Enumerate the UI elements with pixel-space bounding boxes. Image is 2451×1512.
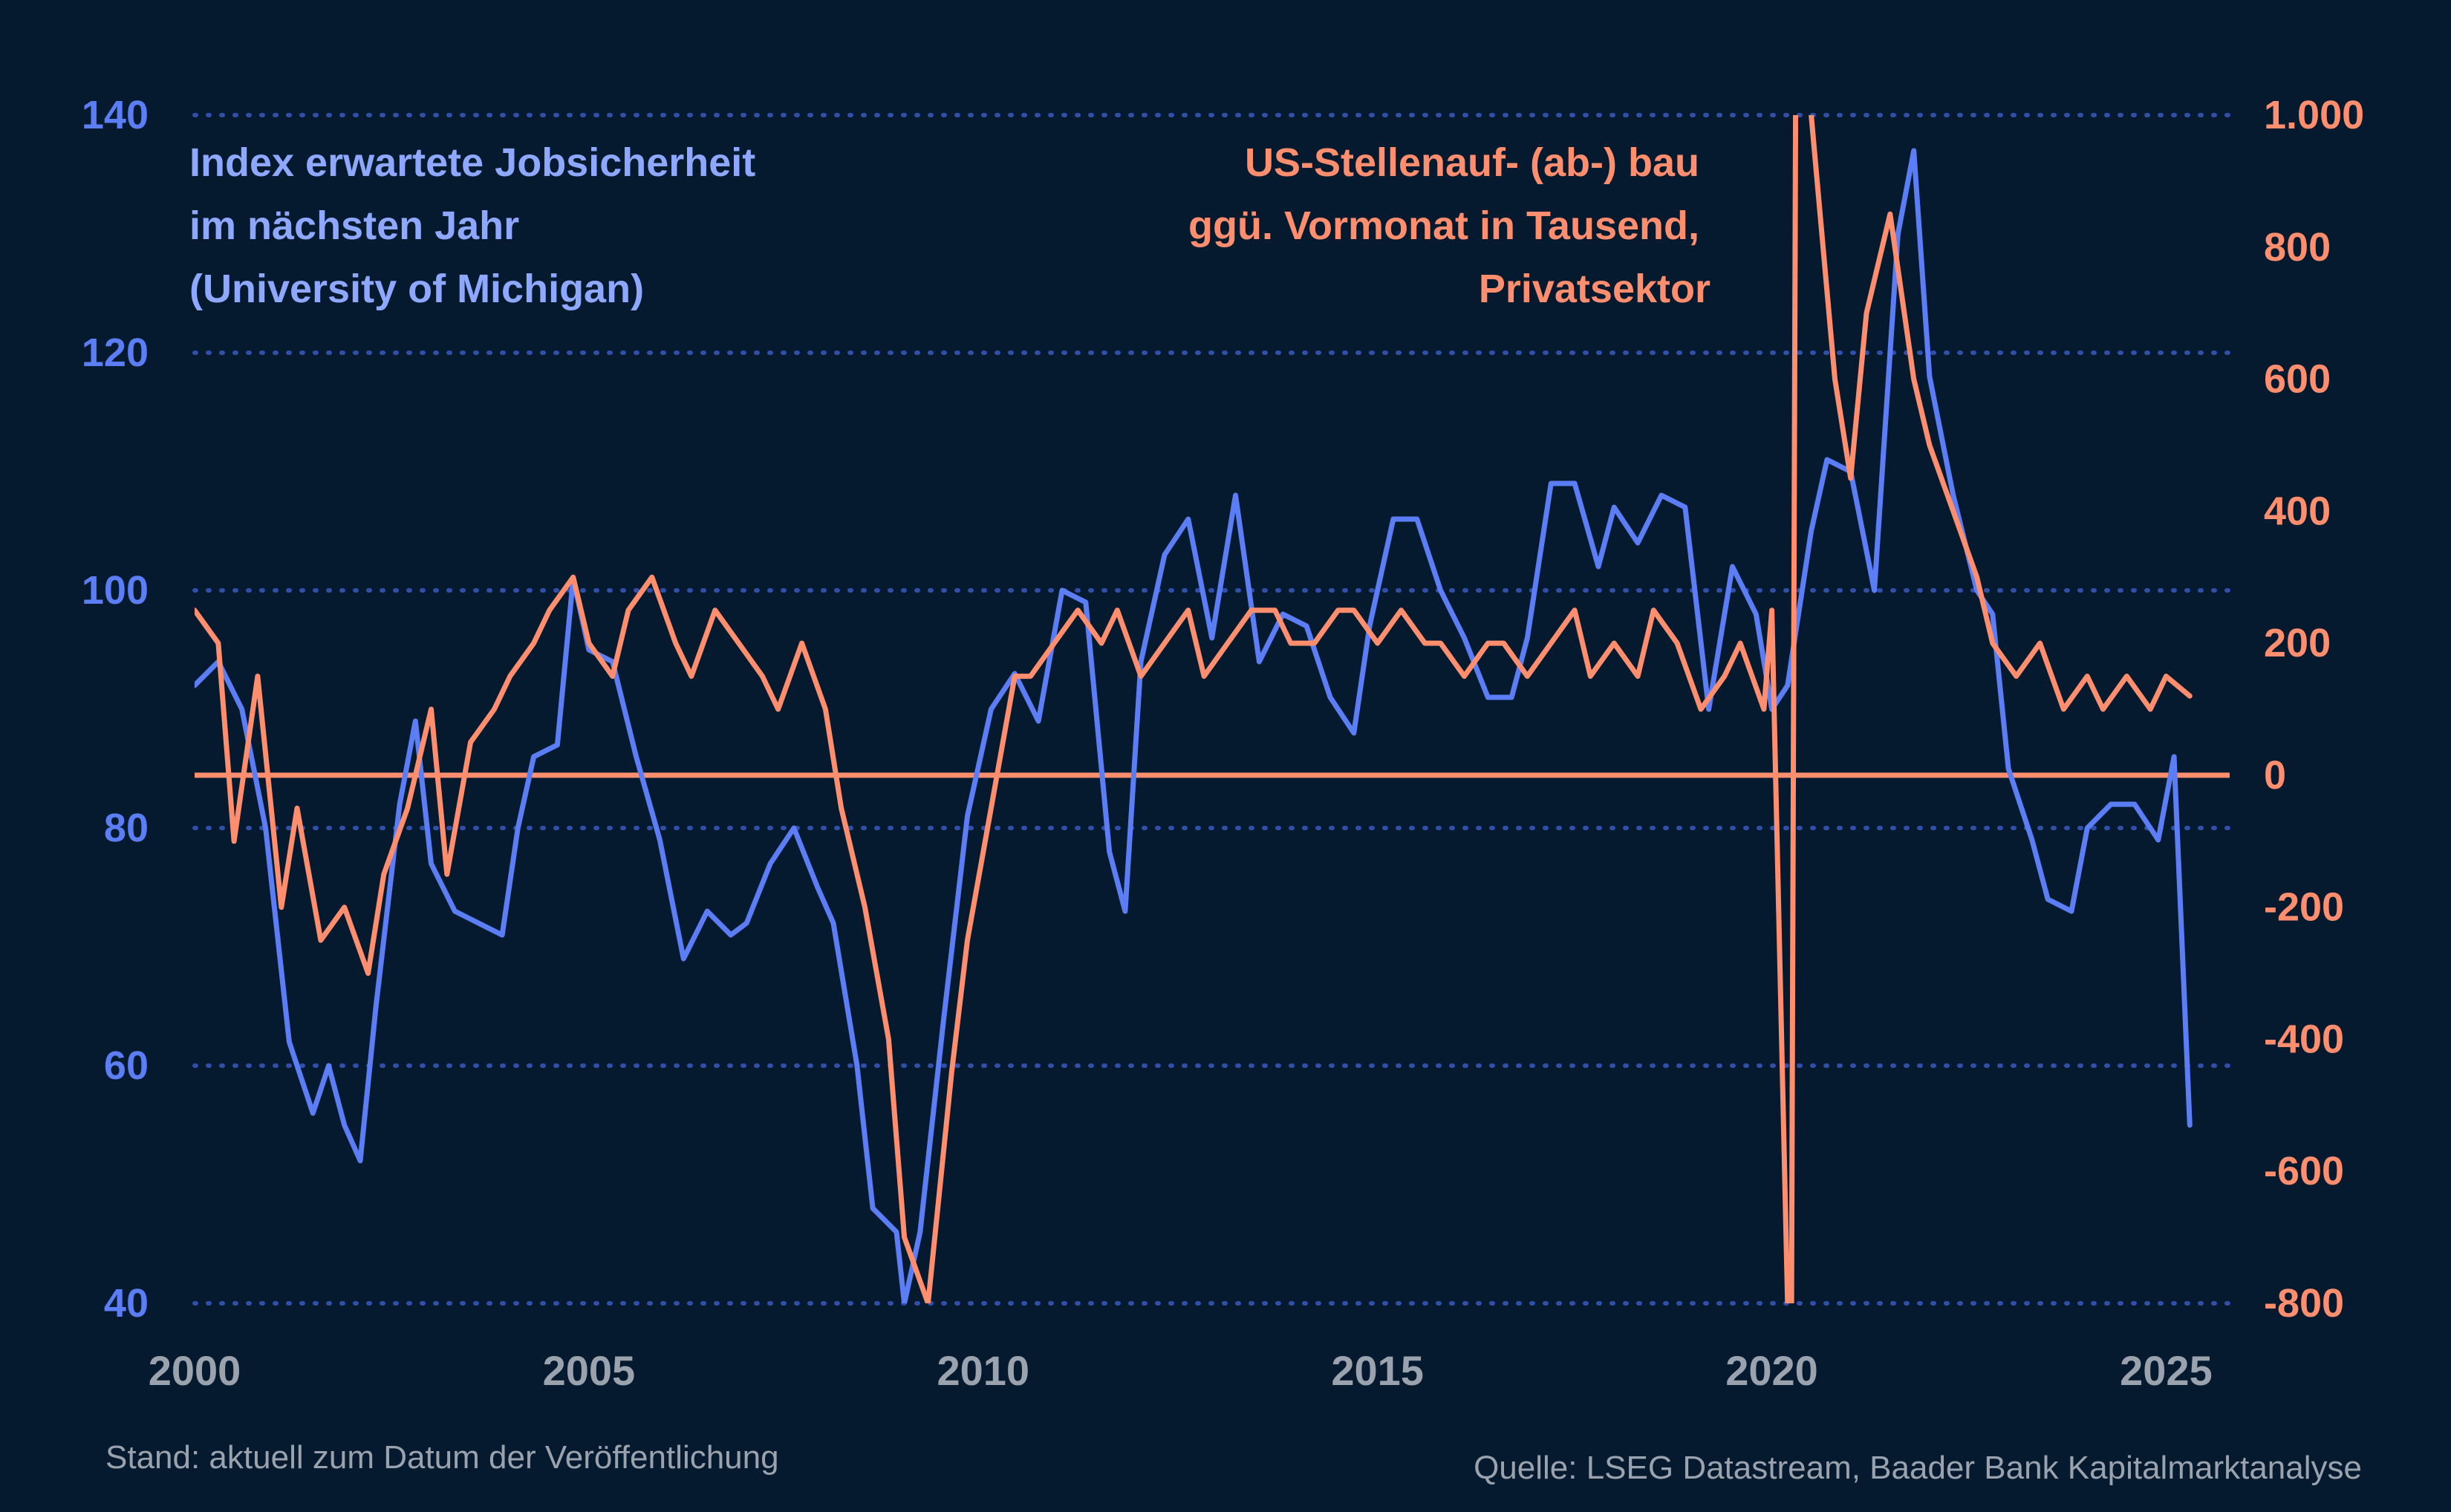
series-lines <box>195 115 2193 1303</box>
right-axis-title-line: Privatsektor <box>1479 267 1711 311</box>
right-tick-label: 0 <box>2264 753 2286 798</box>
left-axis-ticks: 40 60 80 100 120 140 <box>82 93 149 1326</box>
left-axis-title: Index erwartete Jobsicherheit im nächste… <box>189 140 766 311</box>
x-axis-ticks: 2000 2005 2010 2015 2020 2025 <box>149 1347 2213 1394</box>
x-tick-label: 2020 <box>1725 1347 1818 1394</box>
left-tick-label: 100 <box>82 568 149 613</box>
right-tick-label: -400 <box>2264 1017 2344 1061</box>
left-tick-label: 60 <box>104 1043 149 1088</box>
right-tick-label: 400 <box>2264 489 2331 533</box>
right-axis-ticks: -800 -600 -400 -200 0 200 400 600 800 1.000 <box>2264 93 2364 1326</box>
right-tick-label: -200 <box>2264 885 2344 930</box>
x-tick-label: 2025 <box>2120 1347 2213 1394</box>
left-tick-label: 40 <box>104 1281 149 1326</box>
footer-note: Stand: aktuell zum Datum der Veröffentli… <box>105 1439 779 1476</box>
series-line-stellenaufbau <box>195 115 2193 1303</box>
right-tick-label: 1.000 <box>2264 93 2364 137</box>
right-axis-title-line: ggü. Vormonat in Tausend, <box>1188 203 1699 248</box>
x-tick-label: 2005 <box>543 1347 636 1394</box>
right-tick-label: 600 <box>2264 357 2331 402</box>
right-tick-label: -600 <box>2264 1149 2344 1193</box>
right-axis-title: US-Stellenauf- (ab-) bau ggü. Vormonat i… <box>1188 140 1711 311</box>
right-tick-label: 200 <box>2264 621 2331 665</box>
chart: 40 60 80 100 120 140 -800 -600 -400 -200 0 200 400 6… <box>82 93 2364 1394</box>
x-tick-label: 2015 <box>1331 1347 1424 1394</box>
x-tick-label: 2000 <box>149 1347 241 1394</box>
left-axis-title-line: (University of Michigan) <box>189 267 644 311</box>
right-axis-title-line: US-Stellenauf- (ab-) bau <box>1245 140 1699 185</box>
left-axis-title-line: im nächsten Jahr <box>189 203 519 248</box>
x-tick-label: 2010 <box>937 1347 1029 1394</box>
left-axis-title-line: Index erwartete Jobsicherheit <box>189 140 755 185</box>
left-tick-label: 120 <box>82 330 149 375</box>
right-tick-label: 800 <box>2264 225 2331 270</box>
series-line-jobsicherheit <box>195 148 2193 1303</box>
footer-source: Quelle: LSEG Datastream, Baader Bank Kap… <box>1474 1450 2362 1486</box>
left-tick-label: 140 <box>82 93 149 137</box>
right-tick-label: -800 <box>2264 1281 2344 1326</box>
left-tick-label: 80 <box>104 806 149 850</box>
